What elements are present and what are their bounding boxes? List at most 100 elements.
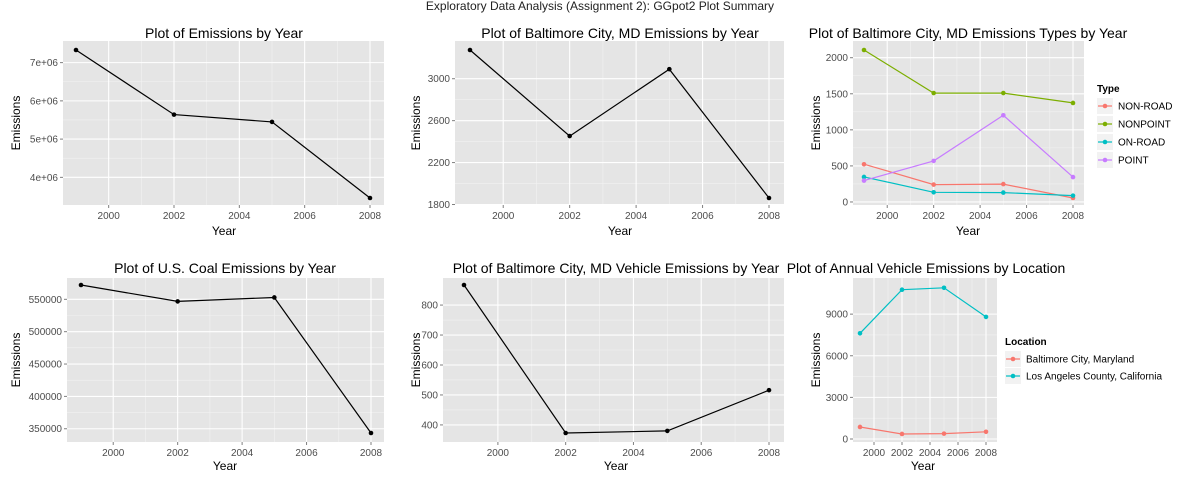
- plot-background: [853, 278, 997, 442]
- plot-background: [63, 41, 384, 205]
- y-axis-label: Emissions: [409, 333, 423, 388]
- y-tick-label: 1500: [826, 89, 849, 100]
- series-line-1: [863, 163, 1074, 199]
- x-tick-label: 2006: [294, 211, 317, 222]
- y-axis-label: Emissions: [409, 96, 423, 151]
- y-tick-label: 3000: [428, 74, 451, 85]
- chart-title: Plot of Baltimore City, MD Emissions by …: [481, 25, 759, 41]
- data-point: [857, 424, 863, 430]
- x-axis-label: Year: [212, 224, 236, 238]
- y-tick-label: 500: [831, 161, 848, 172]
- y-tick-label: 7e+06: [30, 58, 59, 69]
- x-axis-label: Year: [604, 459, 628, 473]
- legend-key-point: [1102, 121, 1108, 127]
- y-tick-label: 600: [421, 360, 438, 371]
- chart-panel-5: 2000 2002 2004 2006 2008 400 500 600 700 800 Plot …: [409, 260, 784, 473]
- y-tick-label: 1000: [826, 125, 849, 136]
- chart-title: Plot of U.S. Coal Emissions by Year: [114, 260, 336, 276]
- x-tick-label: 2000: [863, 448, 886, 459]
- x-tick-label: 2002: [891, 448, 914, 459]
- y-tick-label: 400: [421, 420, 438, 431]
- y-tick-label: 2000: [826, 53, 849, 64]
- x-tick-label: 2006: [947, 448, 970, 459]
- y-tick-label: 0: [842, 435, 848, 446]
- chart-legend: Type NON-ROAD NONPOINT ON-ROAD POINT: [1097, 84, 1172, 168]
- plot-background: [443, 278, 784, 442]
- series-line-1: [859, 426, 987, 435]
- legend-entry-label: Baltimore City, Maryland: [1026, 355, 1134, 366]
- x-tick-label: 2006: [690, 448, 713, 459]
- y-tick-label: 6e+06: [30, 96, 59, 107]
- y-tick-label: 450000: [29, 360, 63, 371]
- data-point: [766, 387, 772, 393]
- data-point: [983, 314, 989, 320]
- x-tick-label: 2000: [492, 211, 515, 222]
- legend-entry-label: Los Angeles County, California: [1026, 372, 1162, 383]
- data-point: [461, 282, 467, 288]
- series-line-1: [469, 49, 770, 199]
- plot-background: [67, 278, 384, 442]
- data-point: [1001, 112, 1006, 118]
- data-point: [983, 429, 989, 435]
- y-tick-label: 1800: [428, 200, 451, 211]
- data-point: [857, 330, 863, 336]
- chart-panel-6: 2000 2002 2004 2006 2008 0 3000 6000 9000 Plot of…: [787, 260, 1163, 473]
- data-point: [861, 174, 867, 180]
- data-point: [941, 285, 947, 291]
- data-point: [1001, 181, 1006, 187]
- data-point: [367, 195, 373, 201]
- data-point: [861, 161, 867, 167]
- x-tick-label: 2002: [167, 448, 190, 459]
- x-tick-label: 2006: [295, 448, 318, 459]
- y-tick-label: 2600: [428, 116, 451, 127]
- y-tick-label: 5e+06: [30, 135, 59, 146]
- data-point: [931, 90, 936, 96]
- chart-title: Plot of Baltimore City, MD Vehicle Emiss…: [453, 260, 780, 276]
- x-tick-label: 2008: [758, 211, 781, 222]
- series-line-4: [863, 114, 1074, 182]
- data-point: [931, 158, 936, 164]
- legend-entry-label: NONPOINT: [1118, 120, 1171, 131]
- x-axis-label: Year: [911, 459, 935, 473]
- series-line-2: [859, 287, 987, 334]
- series-line-1: [75, 49, 371, 199]
- legend-entry-label: POINT: [1118, 156, 1149, 167]
- x-tick-label: 2004: [625, 211, 648, 222]
- series-line-3: [863, 176, 1074, 197]
- chart-panel-1: 2000 2002 2004 2006 2008 4e+06 5e+06 6e+06 7e+06…: [9, 25, 384, 238]
- series-line-1: [80, 284, 372, 434]
- plot-background: [455, 41, 784, 205]
- legend-key-point: [1010, 373, 1016, 379]
- x-tick-label: 2000: [487, 448, 510, 459]
- data-point: [272, 295, 277, 300]
- data-point: [368, 430, 374, 436]
- y-axis-label: Emissions: [9, 333, 23, 388]
- y-tick-label: 550000: [29, 295, 63, 306]
- legend-title: Type: [1097, 84, 1120, 95]
- legend-entry-label: NON-ROAD: [1118, 102, 1172, 113]
- data-point: [1070, 174, 1076, 180]
- data-point: [861, 47, 867, 53]
- legend-key-point: [1102, 103, 1108, 109]
- x-tick-label: 2002: [559, 211, 582, 222]
- y-tick-label: 3000: [826, 393, 849, 404]
- x-tick-label: 2004: [919, 448, 942, 459]
- data-point: [73, 47, 79, 53]
- data-point: [899, 287, 905, 293]
- chart-panel-4: 2000 2002 2004 2006 2008 350000 400000 450000 50…: [9, 260, 384, 473]
- x-tick-label: 2006: [1015, 211, 1038, 222]
- chart-title: Plot of Baltimore City, MD Emissions Typ…: [809, 25, 1128, 41]
- x-axis-label: Year: [608, 224, 632, 238]
- data-point: [1070, 193, 1076, 198]
- data-point: [766, 195, 772, 201]
- chart-legend: Location Baltimore City, Maryland Los Ange…: [1005, 337, 1162, 384]
- legend-title: Location: [1005, 337, 1047, 348]
- x-tick-label: 2002: [555, 448, 578, 459]
- x-tick-label: 2008: [360, 448, 383, 459]
- data-point: [861, 178, 867, 183]
- data-point: [1001, 90, 1006, 96]
- y-tick-label: 500000: [29, 327, 63, 338]
- x-tick-label: 2002: [163, 211, 186, 222]
